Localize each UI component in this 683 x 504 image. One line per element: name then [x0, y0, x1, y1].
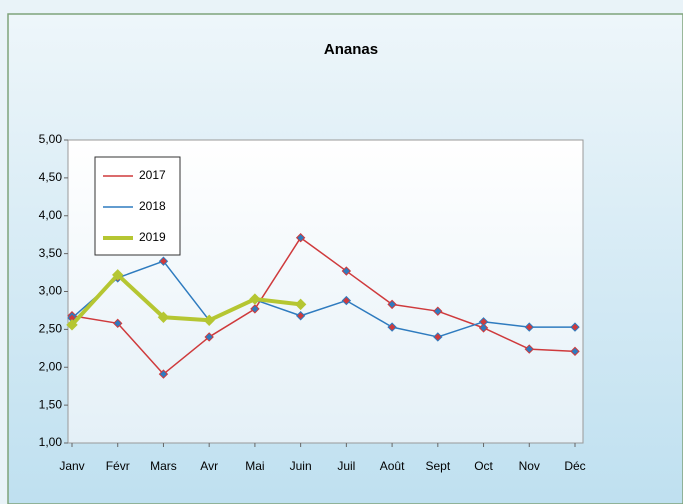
x-tick-label: Mai [245, 459, 264, 473]
data-point [478, 317, 489, 327]
legend-label: 2019 [139, 230, 166, 244]
chart-title: Ananas [324, 41, 378, 58]
y-tick-label: 1,50 [39, 397, 63, 411]
data-point [113, 318, 123, 329]
x-tick-label: Avr [200, 459, 218, 473]
data-point [158, 256, 169, 266]
data-point [204, 332, 214, 342]
legend-box [94, 156, 181, 256]
data-point [250, 304, 260, 314]
y-tick-label: 2,00 [39, 359, 63, 373]
data-point [157, 311, 170, 323]
data-point [112, 269, 124, 281]
x-tick-label: Juin [290, 459, 312, 473]
x-tick-label: Sept [425, 459, 450, 473]
data-point [433, 306, 443, 316]
x-tick-label: Oct [474, 459, 493, 473]
y-tick-label: 2,50 [39, 322, 63, 336]
x-tick-label: Août [380, 459, 405, 473]
data-point [294, 298, 307, 311]
data-point [341, 295, 352, 306]
legend-label: 2017 [139, 168, 166, 182]
data-point [570, 322, 580, 332]
y-tick-label: 4,50 [39, 170, 63, 184]
data-point [249, 293, 261, 305]
y-tick-label: 4,00 [39, 208, 63, 222]
x-tick-label: Nov [519, 459, 540, 473]
y-tick-label: 1,00 [39, 435, 63, 449]
x-tick-label: Mars [150, 459, 177, 473]
y-tick-label: 5,00 [39, 132, 63, 146]
data-point [341, 266, 352, 276]
series-line [71, 236, 576, 375]
data-point [295, 233, 306, 243]
data-point [295, 311, 306, 321]
x-tick-label: Déc [564, 459, 585, 473]
x-tick-label: Janv [59, 459, 84, 473]
y-tick-label: 3,50 [39, 246, 63, 260]
data-point [158, 369, 169, 379]
data-point [524, 344, 534, 354]
data-point [387, 322, 397, 332]
series-line [70, 272, 301, 327]
data-point [387, 299, 397, 310]
y-tick-label: 3,00 [39, 284, 63, 298]
data-point [433, 332, 443, 342]
legend-label: 2018 [139, 199, 166, 213]
data-point [66, 319, 78, 331]
data-point [478, 323, 489, 333]
data-point [203, 314, 215, 326]
x-tick-label: Juil [337, 459, 355, 473]
x-tick-label: Févr [106, 459, 130, 473]
data-point [570, 346, 580, 357]
data-point [524, 322, 534, 332]
series-line [71, 260, 575, 338]
